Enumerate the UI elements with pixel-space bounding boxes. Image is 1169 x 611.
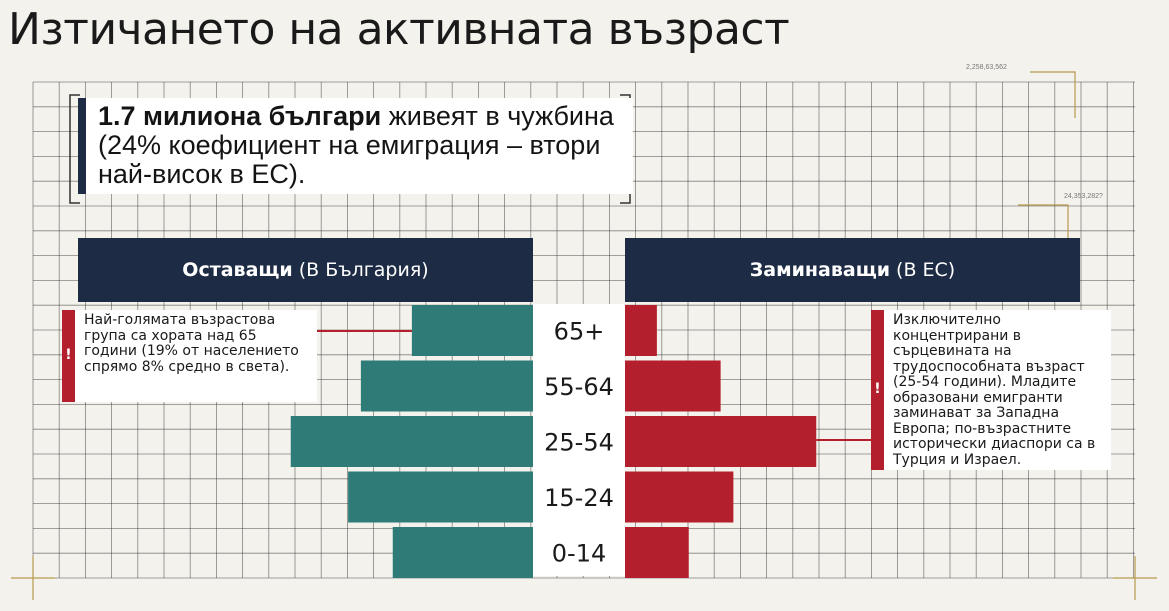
corner-number-top: 2,258,63,562 [966, 64, 1007, 71]
header-staying-label: Оставащи [182, 259, 293, 281]
note-staying-text: Най-голямата възрастова група са хората … [84, 312, 299, 375]
header-leaving: Заминаващи (В ЕС) [625, 238, 1080, 302]
bar-staying-55-64 [360, 360, 533, 412]
bar-staying-15-24 [348, 471, 533, 523]
age-label: 55-64 [544, 373, 614, 401]
bar-staying-25-54 [290, 416, 533, 467]
bar-staying-65+ [411, 305, 533, 356]
header-staying: Оставащи (В България) [78, 238, 533, 302]
header-leaving-sub: (В ЕС) [896, 259, 956, 281]
bar-leaving-55-64 [625, 360, 721, 412]
note-leaving-text: Изключително концентрирани в сърцевината… [893, 312, 1096, 468]
age-label: 0-14 [552, 540, 606, 568]
bar-staying-0-14 [392, 527, 533, 578]
note-leaving: ! Изключително концентрирани в сърцевина… [871, 310, 1111, 470]
alert-flag-icon: ! [62, 310, 75, 402]
age-label: 15-24 [544, 484, 614, 512]
page-title: Изтичането на активната възраст [8, 4, 790, 55]
age-label: 25-54 [544, 429, 614, 457]
callout-bold: 1.7 милиона българи [98, 101, 382, 131]
alert-flag-icon: ! [871, 310, 884, 470]
callout-accent-bar [78, 98, 86, 194]
note-staying: ! Най-голямата възрастова група са хорат… [62, 310, 317, 402]
bar-leaving-25-54 [625, 416, 817, 467]
header-leaving-label: Заминаващи [749, 259, 891, 281]
callout-bracket [69, 94, 80, 204]
header-staying-sub: (В България) [298, 259, 429, 281]
corner-number-mid: 24,353,282? [1064, 193, 1103, 200]
callout-text: 1.7 милиона българи живеят в чужбина (24… [98, 102, 627, 189]
emigration-callout: 1.7 милиона българи живеят в чужбина (24… [78, 98, 633, 194]
bar-leaving-15-24 [625, 471, 734, 523]
guide-bracket [1030, 71, 1076, 118]
guide-bracket [1018, 204, 1069, 248]
age-label: 65+ [554, 318, 605, 346]
bar-leaving-0-14 [625, 527, 689, 578]
bar-leaving-65+ [625, 305, 657, 356]
callout-rest: живеят в чужбина (24% коефициент на емиг… [98, 101, 614, 189]
age-label-column [533, 304, 625, 576]
